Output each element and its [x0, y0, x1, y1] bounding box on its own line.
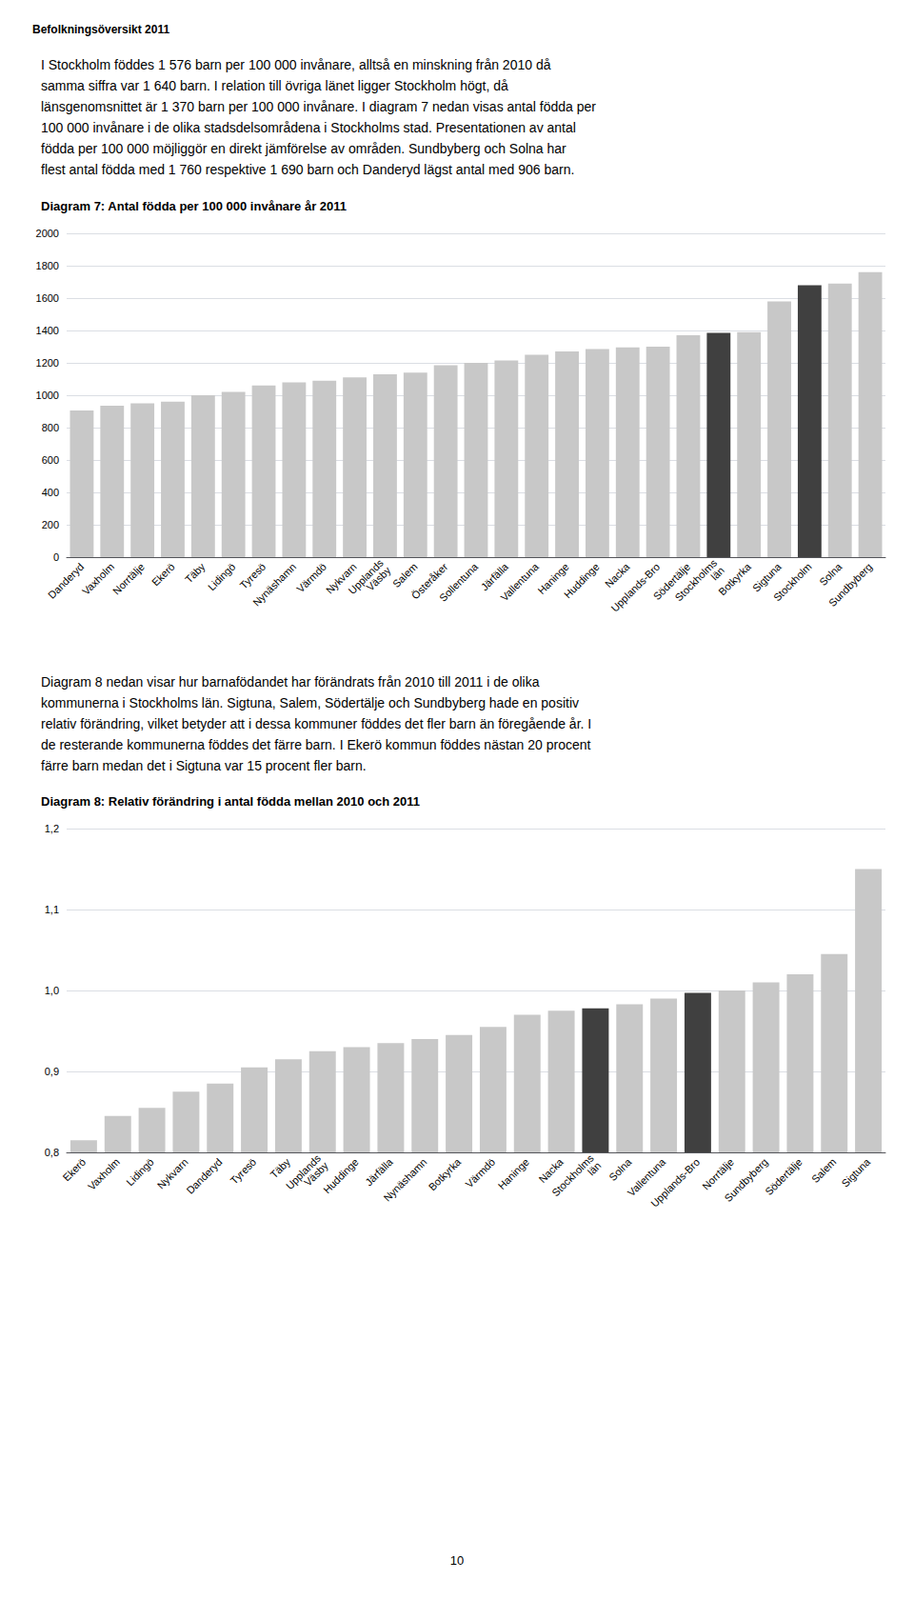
svg-text:Danderyd: Danderyd	[183, 1155, 224, 1196]
svg-text:Salem: Salem	[809, 1155, 839, 1186]
svg-text:Järfälla: Järfälla	[362, 1154, 396, 1188]
svg-text:0: 0	[53, 551, 60, 563]
svg-text:Sigtuna: Sigtuna	[838, 1154, 873, 1189]
svg-text:Tyresö: Tyresö	[237, 560, 268, 591]
svg-text:Väsby: Väsby	[301, 1159, 331, 1188]
svg-text:Tyresö: Tyresö	[228, 1155, 259, 1187]
svg-text:flest antal födda med 1 760 re: flest antal födda med 1 760 respektive 1…	[40, 161, 575, 178]
svg-text:länsgenomsnittet är 1 370 barn: länsgenomsnittet är 1 370 barn per 100 0…	[40, 99, 597, 115]
svg-text:Huddinge: Huddinge	[320, 1155, 361, 1196]
svg-text:Österåker: Österåker	[409, 560, 450, 602]
svg-text:relativ förändring, vilket bet: relativ förändring, vilket betyder att i…	[40, 715, 592, 732]
svg-text:0,8: 0,8	[44, 1146, 60, 1158]
svg-text:Stockholms: Stockholms	[549, 1152, 597, 1199]
svg-text:Diagram 8 nedan visar hur barn: Diagram 8 nedan visar hur barnafödandet …	[40, 674, 540, 690]
svg-text:Nynäshamn: Nynäshamn	[381, 1155, 430, 1204]
svg-text:Haninge: Haninge	[535, 560, 572, 597]
svg-text:Stockholms: Stockholms	[673, 556, 720, 604]
svg-text:0,9: 0,9	[44, 1065, 60, 1077]
svg-text:Vaxholm: Vaxholm	[79, 560, 117, 597]
svg-text:Upplands: Upplands	[346, 556, 386, 597]
svg-text:1,0: 1,0	[44, 984, 60, 996]
svg-text:1,1: 1,1	[44, 903, 60, 915]
svg-text:Botkyrka: Botkyrka	[426, 1154, 464, 1193]
svg-text:2000: 2000	[36, 227, 60, 239]
svg-text:samma siffra var 1 640 barn. I: samma siffra var 1 640 barn. I relation …	[40, 78, 509, 94]
svg-text:200: 200	[41, 518, 60, 531]
svg-text:600: 600	[41, 454, 60, 466]
svg-text:Befolkningsöversikt 2011: Befolkningsöversikt 2011	[32, 22, 170, 37]
svg-text:Sigtuna: Sigtuna	[750, 560, 784, 594]
svg-text:Upplands: Upplands	[283, 1151, 323, 1192]
svg-text:1200: 1200	[36, 357, 60, 369]
svg-text:Vallentuna: Vallentuna	[497, 559, 541, 603]
svg-text:1400: 1400	[36, 324, 60, 337]
svg-text:Danderyd: Danderyd	[45, 560, 86, 601]
svg-text:I Stockholm föddes 1 576 barn: I Stockholm föddes 1 576 barn per 100 00…	[40, 57, 552, 73]
svg-text:län: län	[585, 1159, 604, 1178]
svg-text:1,2: 1,2	[44, 822, 60, 835]
svg-text:Södertälje: Södertälje	[650, 560, 693, 602]
svg-text:Täby: Täby	[267, 1155, 293, 1181]
svg-text:400: 400	[41, 486, 60, 498]
svg-text:Ekerö: Ekerö	[149, 560, 178, 589]
svg-text:100 000 invånare i de olika st: 100 000 invånare i de olika stadsdelsomr…	[40, 119, 577, 136]
svg-text:Stockholm: Stockholm	[771, 560, 815, 604]
svg-text:Diagram 8: Relativ förändring: Diagram 8: Relativ förändring i antal fö…	[40, 794, 420, 809]
svg-text:Diagram 7: Antal födda per 100: Diagram 7: Antal födda per 100 000 invån…	[40, 198, 347, 214]
svg-text:de resterande kommunerna födde: de resterande kommunerna föddes det färr…	[40, 736, 592, 753]
svg-text:Värmdö: Värmdö	[462, 1155, 497, 1191]
svg-text:Upplands-Bro: Upplands-Bro	[608, 560, 662, 615]
svg-text:Sundbyberg: Sundbyberg	[721, 1155, 770, 1204]
svg-text:Väsby: Väsby	[364, 563, 394, 593]
svg-text:län: län	[708, 564, 727, 583]
svg-text:Upplands-Bro: Upplands-Bro	[648, 1155, 702, 1210]
svg-text:kommunerna i Stockholms län. S: kommunerna i Stockholms län. Sigtuna, Sa…	[40, 695, 579, 711]
svg-text:Nynäshamn: Nynäshamn	[250, 560, 299, 609]
svg-text:1600: 1600	[36, 292, 60, 304]
svg-text:Huddinge: Huddinge	[561, 560, 602, 601]
svg-text:Solna: Solna	[606, 1154, 635, 1183]
svg-text:Solna: Solna	[816, 559, 845, 588]
svg-text:Vallentuna: Vallentuna	[625, 1155, 668, 1199]
svg-text:Nykvarn: Nykvarn	[155, 1155, 191, 1192]
svg-text:Nacka: Nacka	[602, 559, 633, 590]
svg-text:Södertälje: Södertälje	[762, 1155, 804, 1197]
svg-text:10: 10	[450, 1552, 464, 1568]
svg-text:800: 800	[41, 421, 60, 434]
svg-text:Norrtälje: Norrtälje	[699, 1155, 736, 1192]
svg-text:Botkyrka: Botkyrka	[715, 559, 754, 597]
svg-text:födda per 100 000 möjliggör en: födda per 100 000 möjliggör en direkt jä…	[40, 140, 567, 157]
svg-text:Lidingö: Lidingö	[205, 560, 239, 594]
svg-text:Norrtälje: Norrtälje	[110, 560, 147, 597]
svg-text:Vaxholm: Vaxholm	[85, 1155, 122, 1193]
svg-text:Salem: Salem	[390, 560, 420, 591]
svg-text:Täby: Täby	[182, 559, 208, 585]
svg-text:Nacka: Nacka	[536, 1155, 566, 1185]
svg-text:Sundbyberg: Sundbyberg	[826, 560, 875, 609]
svg-text:Lidingö: Lidingö	[123, 1155, 157, 1189]
svg-text:Nykvarn: Nykvarn	[323, 560, 359, 596]
svg-text:Ekerö: Ekerö	[59, 1155, 88, 1184]
svg-text:1000: 1000	[36, 389, 60, 401]
svg-text:färre barn medan det i Sigtuna: färre barn medan det i Sigtuna var 15 pr…	[40, 757, 367, 774]
svg-text:Värmdö: Värmdö	[294, 560, 329, 596]
svg-text:Haninge: Haninge	[496, 1155, 532, 1192]
svg-text:1800: 1800	[36, 259, 60, 272]
svg-text:Järfälla: Järfälla	[478, 560, 511, 593]
svg-text:Sollentuna: Sollentuna	[437, 559, 481, 604]
